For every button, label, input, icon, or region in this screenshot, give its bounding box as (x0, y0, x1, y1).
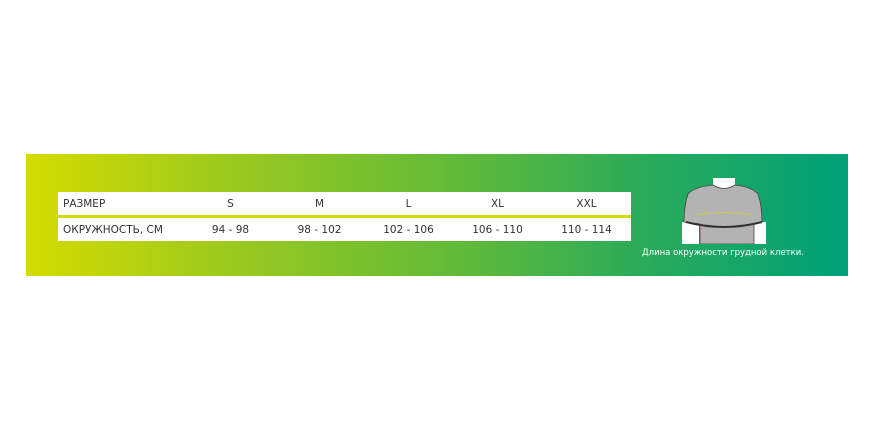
size-m: M (314, 197, 325, 210)
figure-caption: Длина окружности грудной клетки. (642, 248, 804, 258)
chest-s: 94 - 98 (211, 223, 250, 236)
size-l: L (405, 197, 412, 210)
chest-m: 98 - 102 (297, 223, 342, 236)
chest-l: 102 - 106 (383, 223, 434, 236)
size-table: РАЗМЕР S M L XL XXL ОКРУЖНОСТЬ, СМ 94 - … (58, 192, 631, 241)
size-xl: XL (490, 197, 505, 210)
chest-xl: 106 - 110 (472, 223, 523, 236)
torso-chest-measurement-icon (682, 178, 766, 244)
chest-row: ОКРУЖНОСТЬ, СМ 94 - 98 98 - 102 102 - 10… (58, 218, 631, 241)
size-chart-banner: РАЗМЕР S M L XL XXL ОКРУЖНОСТЬ, СМ 94 - … (26, 154, 848, 276)
size-header-row: РАЗМЕР S M L XL XXL (58, 192, 631, 215)
row-divider (58, 215, 631, 218)
chest-label: ОКРУЖНОСТЬ, СМ (63, 223, 163, 236)
size-label: РАЗМЕР (63, 197, 106, 210)
chest-xxl: 110 - 114 (561, 223, 612, 236)
size-xxl: XXL (576, 197, 597, 210)
size-s: S (227, 197, 234, 210)
